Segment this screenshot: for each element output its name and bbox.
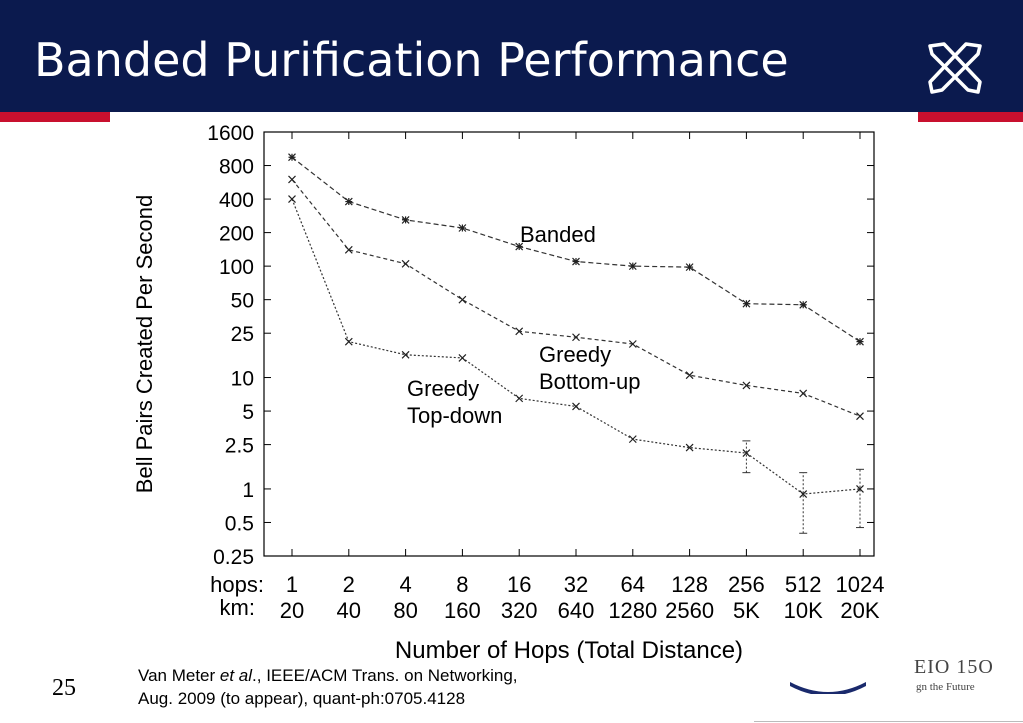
x-tick-label-hops: 256 bbox=[728, 572, 765, 597]
data-point bbox=[856, 485, 864, 493]
data-point bbox=[685, 263, 694, 272]
y-tick-label: 5 bbox=[242, 401, 254, 424]
data-point bbox=[628, 262, 637, 271]
series-line bbox=[291, 198, 861, 495]
y-tick-label: 10 bbox=[231, 368, 254, 391]
data-point bbox=[515, 394, 524, 403]
x-tick-label-km: 20K bbox=[840, 598, 879, 623]
x-tick-label-hops: 8 bbox=[456, 572, 468, 597]
title-bar: Banded Purification Performance bbox=[0, 0, 1023, 112]
data-point bbox=[799, 490, 808, 498]
data-point bbox=[288, 195, 296, 203]
footer-logo-text: EIO 15O bbox=[914, 656, 994, 678]
plot-frame bbox=[263, 131, 875, 557]
data-point bbox=[458, 224, 467, 232]
data-point bbox=[344, 197, 353, 206]
series-label-banded: Banded bbox=[520, 222, 596, 247]
x-axis-title: Number of Hops (Total Distance) bbox=[395, 637, 743, 664]
data-point bbox=[401, 350, 410, 359]
y-tick-label: 1 bbox=[242, 479, 254, 502]
data-point bbox=[572, 402, 580, 411]
accent-bar-left bbox=[0, 112, 110, 122]
data-point bbox=[856, 412, 864, 421]
y-tick-label: 25 bbox=[231, 323, 254, 346]
data-point bbox=[288, 175, 296, 184]
x-tick-label-km: 2560 bbox=[665, 598, 714, 623]
data-point bbox=[458, 353, 467, 362]
data-point bbox=[685, 443, 694, 452]
x-tick-label-hops: 16 bbox=[507, 572, 531, 597]
x-row-prefix-km: km: bbox=[220, 595, 255, 620]
x-tick-label-hops: 1 bbox=[286, 572, 298, 597]
data-point bbox=[742, 449, 751, 457]
data-point bbox=[288, 153, 296, 162]
y-tick-label: 1600 bbox=[207, 122, 254, 145]
citation-line-1: Van Meter et al., IEEE/ACM Trans. on Net… bbox=[138, 664, 518, 687]
data-point bbox=[344, 245, 353, 254]
x-tick-label-hops: 1024 bbox=[836, 572, 885, 597]
slide-number: 25 bbox=[52, 675, 76, 701]
x-tick-label-km: 20 bbox=[280, 598, 304, 623]
crossed-pens-logo-icon bbox=[928, 42, 982, 94]
data-point bbox=[628, 435, 637, 444]
y-axis-title: Bell Pairs Created Per Second bbox=[132, 195, 157, 493]
data-point bbox=[685, 371, 694, 380]
x-tick-label-hops: 32 bbox=[564, 572, 588, 597]
y-tick-label: 50 bbox=[231, 290, 254, 313]
x-tick-label-km: 1280 bbox=[608, 598, 657, 623]
x-tick-label-km: 640 bbox=[558, 598, 595, 623]
citation-author: Van Meter bbox=[138, 666, 220, 685]
y-tick-label: 0.5 bbox=[225, 512, 254, 535]
series-label-bottomup-2: Bottom-up bbox=[539, 369, 641, 394]
y-tick-label: 0.25 bbox=[213, 546, 254, 569]
x-tick-label-hops: 512 bbox=[785, 572, 822, 597]
data-point bbox=[742, 381, 751, 390]
x-tick-label-km: 10K bbox=[784, 598, 823, 623]
y-tick-label: 200 bbox=[219, 223, 254, 246]
citation: Van Meter et al., IEEE/ACM Trans. on Net… bbox=[138, 664, 518, 710]
x-tick-label-km: 80 bbox=[393, 598, 417, 623]
data-point bbox=[401, 215, 410, 224]
y-tick-label: 2.5 bbox=[225, 435, 254, 458]
data-point bbox=[572, 257, 580, 266]
accent-bar-right bbox=[918, 112, 1023, 122]
x-tick-label-hops: 4 bbox=[399, 572, 411, 597]
x-tick-label-km: 40 bbox=[337, 598, 361, 623]
series-label-bottomup-1: Greedy bbox=[539, 342, 611, 367]
x-tick-label-km: 320 bbox=[501, 598, 538, 623]
x-row-prefix-hops: hops: bbox=[210, 572, 264, 597]
data-point bbox=[458, 295, 467, 304]
data-point bbox=[742, 299, 751, 308]
data-point bbox=[572, 333, 580, 342]
data-point bbox=[401, 259, 410, 268]
purification-performance-chart: 0.250.512.551025501002004008001600120240… bbox=[132, 122, 885, 664]
x-tick-label-hops: 2 bbox=[343, 572, 355, 597]
citation-journal: ., IEEE/ACM Trans. on Networking, bbox=[252, 666, 518, 685]
series-label-topdown-2: Top-down bbox=[407, 403, 502, 428]
data-point bbox=[856, 337, 864, 346]
y-tick-label: 100 bbox=[219, 256, 254, 279]
data-point bbox=[515, 327, 524, 336]
x-tick-label-hops: 64 bbox=[621, 572, 645, 597]
citation-line-2: Aug. 2009 (to appear), quant-ph:0705.412… bbox=[138, 689, 466, 708]
footer-divider bbox=[754, 721, 1023, 722]
y-tick-label: 400 bbox=[219, 189, 254, 212]
slide-title: Banded Purification Performance bbox=[34, 33, 789, 87]
data-point bbox=[344, 337, 353, 346]
x-tick-label-hops: 128 bbox=[671, 572, 708, 597]
x-tick-label-km: 5K bbox=[733, 598, 760, 623]
citation-etal: et al bbox=[219, 666, 253, 685]
data-point bbox=[515, 242, 524, 251]
data-point bbox=[799, 389, 808, 398]
series-line bbox=[291, 156, 861, 343]
x-tick-label-km: 160 bbox=[444, 598, 481, 623]
data-point bbox=[628, 340, 637, 348]
footer-logo-subtext: gn the Future bbox=[916, 681, 975, 693]
data-point bbox=[799, 300, 808, 309]
y-tick-label: 800 bbox=[219, 156, 254, 179]
university-crest-icon bbox=[790, 682, 866, 694]
series-label-topdown-1: Greedy bbox=[407, 376, 479, 401]
